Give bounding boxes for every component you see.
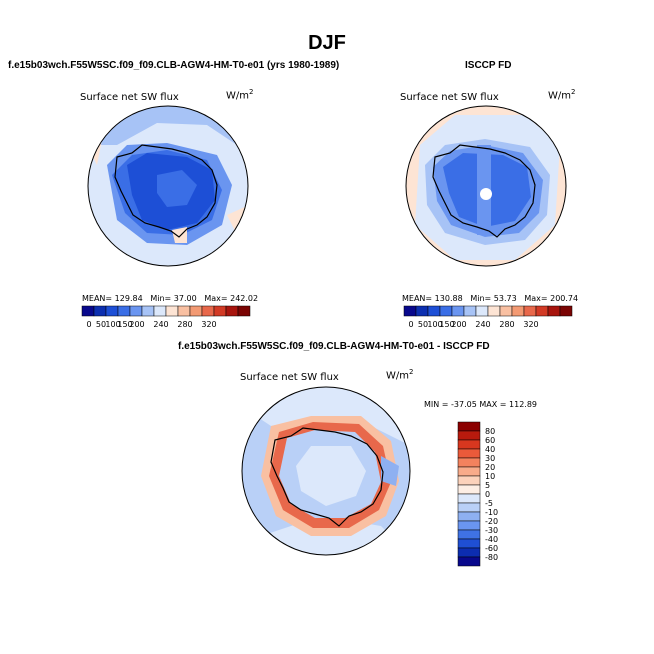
colorbar-tick-label: 40	[485, 445, 495, 454]
colorbar-tick-label: 0	[485, 490, 490, 499]
colorbar-tick-label: 200	[129, 320, 144, 329]
colorbar-tick-label: 280	[177, 320, 192, 329]
colorbar-swatch	[237, 305, 251, 317]
colorbar-tick-label: 5	[485, 481, 490, 490]
colorbar-swatch	[457, 430, 481, 441]
panel1-stats: MEAN= 129.84 Min= 37.00 Max= 242.02	[82, 294, 259, 303]
panel3-title: f.e15b03wch.F55W5SC.f09_f09.CLB-AGW4-HM-…	[178, 341, 490, 352]
colorbar-swatch	[403, 305, 417, 317]
panel3-minmax: MIN = -37.05 MAX = 112.89	[424, 400, 538, 409]
colorbar-tick-label: -60	[485, 544, 498, 553]
colorbar-tick-label: -80	[485, 553, 498, 562]
pole-hole-icon	[480, 188, 492, 200]
colorbar-swatch	[153, 305, 167, 317]
colorbar-tick-label: -5	[485, 499, 493, 508]
colorbar-swatch	[165, 305, 179, 317]
colorbar-swatch	[457, 448, 481, 459]
colorbar-tick-label: 60	[485, 436, 495, 445]
colorbar-tick-label: 20	[485, 463, 495, 472]
panel2-variable-label: Surface net SW flux	[400, 92, 499, 103]
colorbar-swatch	[475, 305, 489, 317]
colorbar-tick-label: 30	[485, 454, 495, 463]
panel1-units: W/m2	[226, 88, 254, 102]
colorbar-tick-label: 100	[427, 320, 442, 329]
panel1-title: f.e15b03wch.F55W5SC.f09_f09.CLB-AGW4-HM-…	[8, 60, 340, 71]
colorbar-swatch	[487, 305, 501, 317]
colorbar-swatch	[129, 305, 143, 317]
colorbar-swatch	[463, 305, 477, 317]
colorbar-swatch	[457, 547, 481, 558]
panel2-polar-map	[405, 105, 567, 267]
colorbar-tick-label: 100	[105, 320, 120, 329]
colorbar-swatch	[523, 305, 537, 317]
colorbar-swatch	[451, 305, 465, 317]
colorbar-swatch	[457, 493, 481, 504]
panel2-units: W/m2	[548, 88, 576, 102]
colorbar-tick-label: -20	[485, 517, 498, 526]
colorbar-tick-label: 150	[439, 320, 454, 329]
colorbar-swatch	[547, 305, 561, 317]
panel2-title: ISCCP FD	[465, 60, 512, 71]
colorbar-tick-label: -30	[485, 526, 498, 535]
colorbar-swatch	[93, 305, 107, 317]
colorbar-tick-label: 240	[153, 320, 168, 329]
colorbar-swatch	[457, 520, 481, 531]
panel3-units: W/m2	[386, 368, 414, 382]
colorbar-swatch	[457, 511, 481, 522]
colorbar-swatch	[511, 305, 525, 317]
colorbar-swatch	[225, 305, 239, 317]
colorbar-swatch	[559, 305, 573, 317]
colorbar-swatch	[415, 305, 429, 317]
colorbar-swatch	[213, 305, 227, 317]
panel3-polar-map	[241, 386, 411, 556]
colorbar-tick-label: -40	[485, 535, 498, 544]
colorbar-tick-label: 0	[86, 320, 91, 329]
colorbar-swatch	[427, 305, 441, 317]
colorbar-tick-label: 10	[485, 472, 495, 481]
colorbar-swatch	[457, 502, 481, 513]
colorbar-tick-label: 50	[96, 320, 106, 329]
colorbar-swatch	[457, 466, 481, 477]
colorbar-swatch	[535, 305, 549, 317]
colorbar-swatch	[457, 538, 481, 549]
colorbar-swatch	[457, 457, 481, 468]
colorbar-swatch	[457, 484, 481, 495]
panel1-variable-label: Surface net SW flux	[80, 92, 179, 103]
colorbar-tick-label: 320	[201, 320, 216, 329]
colorbar-swatch	[81, 305, 95, 317]
colorbar-swatch	[189, 305, 203, 317]
colorbar-swatch	[439, 305, 453, 317]
colorbar-tick-label: 80	[485, 427, 495, 436]
colorbar-swatch	[105, 305, 119, 317]
colorbar-swatch	[141, 305, 155, 317]
colorbar-tick-label: 0	[408, 320, 413, 329]
colorbar-tick-label: 320	[523, 320, 538, 329]
season-title: DJF	[308, 32, 346, 54]
colorbar-swatch	[457, 421, 481, 432]
panel2-stats: MEAN= 130.88 Min= 53.73 Max= 200.74	[402, 294, 579, 303]
colorbar-tick-label: 280	[499, 320, 514, 329]
colorbar-swatch	[117, 305, 131, 317]
colorbar-swatch	[201, 305, 215, 317]
panel1-polar-map	[87, 105, 249, 267]
colorbar-swatch	[177, 305, 191, 317]
colorbar-tick-label: -10	[485, 508, 498, 517]
colorbar-swatch	[457, 475, 481, 486]
colorbar-swatch	[457, 529, 481, 540]
colorbar-tick-label: 150	[117, 320, 132, 329]
colorbar-swatch	[499, 305, 513, 317]
colorbar-tick-label: 240	[475, 320, 490, 329]
colorbar-tick-label: 50	[418, 320, 428, 329]
colorbar-tick-label: 200	[451, 320, 466, 329]
colorbar-swatch	[457, 556, 481, 567]
panel3-variable-label: Surface net SW flux	[240, 372, 339, 383]
colorbar-swatch	[457, 439, 481, 450]
